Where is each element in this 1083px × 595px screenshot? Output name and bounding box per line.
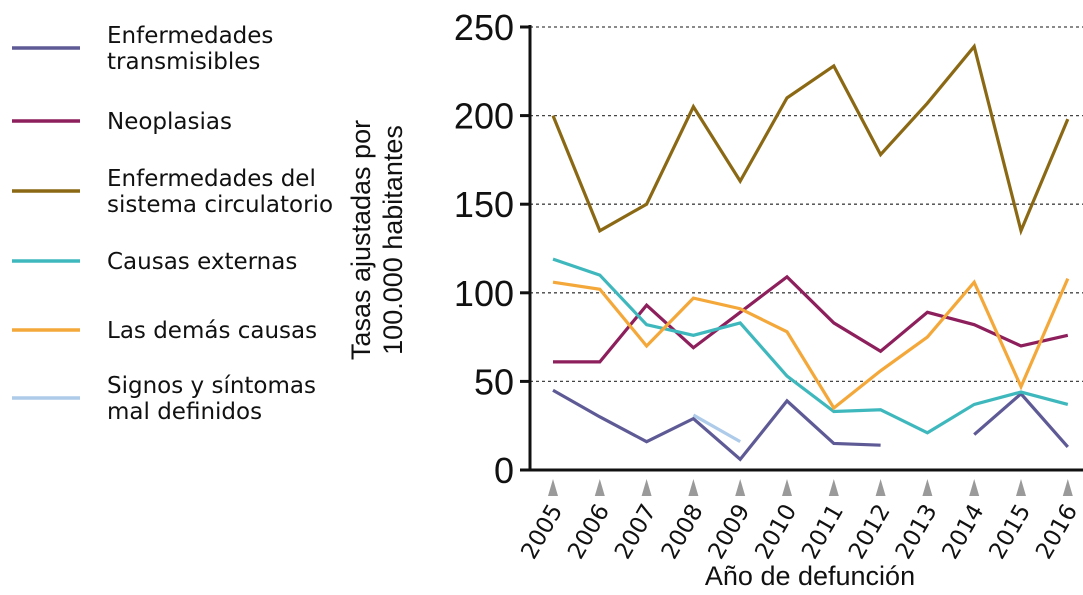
y-tick-label-200: 200 — [454, 96, 514, 137]
y-axis-title-line1: Tasas ajustadas por — [346, 120, 376, 360]
x-tick-label-2011: 2011 — [797, 500, 849, 564]
y-tick-label-250: 250 — [454, 7, 514, 48]
y-axis-ticks: 0 50 100 150 200 250 — [454, 7, 530, 491]
x-tick-marker-2005 — [548, 479, 558, 496]
x-tick-marker-2016 — [1062, 479, 1073, 496]
legend-label-5-0: Signos y síntomas — [107, 373, 316, 399]
x-tick-label-2006: 2006 — [563, 500, 615, 564]
legend-item-3: Causas externas — [12, 249, 297, 275]
y-tick-label-100: 100 — [454, 273, 514, 314]
x-tick-marker-2015 — [1016, 479, 1026, 496]
x-tick-label-2005: 2005 — [516, 500, 568, 564]
series-line-0 — [552, 388, 881, 462]
y-tick-label-0: 0 — [494, 450, 514, 491]
legend-item-4: Las demás causas — [12, 318, 317, 344]
x-tick-marker-2008 — [688, 479, 699, 496]
series-3 — [552, 257, 1069, 435]
x-tick-label-2014: 2014 — [938, 500, 990, 564]
x-tick-marker-2010 — [782, 479, 792, 496]
y-tick-label-150: 150 — [454, 184, 514, 225]
x-tick-label-2008: 2008 — [657, 500, 709, 564]
series-4 — [552, 277, 1070, 411]
legend-label-3-0: Causas externas — [107, 249, 297, 275]
legend-label-2-0: Enfermedades del — [107, 166, 316, 192]
x-tick-marker-2007 — [641, 479, 652, 496]
series-line-3 — [552, 257, 1069, 435]
x-tick-label-2013: 2013 — [891, 500, 943, 564]
x-tick-label-2016: 2016 — [1031, 500, 1083, 564]
x-tick-marker-2014 — [969, 479, 980, 496]
x-tick-label-2010: 2010 — [750, 500, 802, 564]
x-tick-label-2012: 2012 — [844, 500, 896, 564]
series-2 — [551, 43, 1070, 236]
legend-label-0-0: Enfermedades — [107, 23, 273, 49]
y-tick-label-50: 50 — [474, 361, 514, 402]
legend-label-2-1: sistema circulatorio — [107, 192, 333, 218]
x-tick-marker-2009 — [735, 479, 746, 496]
series-lines — [551, 43, 1070, 462]
legend-label-0-1: transmisibles — [107, 49, 260, 75]
x-tick-label-2009: 2009 — [704, 500, 756, 564]
x-axis-title: Año de defunción — [705, 561, 915, 591]
series-line-2 — [551, 43, 1070, 236]
x-tick-marker-2012 — [875, 479, 886, 496]
gridlines — [530, 26, 1083, 383]
series-5 — [692, 413, 741, 444]
y-axis-title-line2: 100.000 habitantes — [378, 125, 408, 355]
series-line-4 — [552, 277, 1070, 411]
legend-item-1: Neoplasias — [12, 109, 232, 135]
axes — [528, 25, 1083, 472]
x-tick-marker-2011 — [828, 479, 839, 496]
x-tick-marker-2013 — [922, 479, 933, 496]
legend-label-1-0: Neoplasias — [107, 109, 232, 135]
legend-label-4-0: Las demás causas — [107, 318, 317, 344]
series-0 — [552, 388, 1070, 462]
x-tick-label-2007: 2007 — [610, 500, 662, 564]
x-tick-marker-2006 — [594, 479, 605, 496]
legend-label-5-1: mal definidos — [107, 399, 262, 425]
series-line-0 — [973, 391, 1070, 449]
series-line-5 — [692, 413, 741, 444]
x-tick-label-2015: 2015 — [984, 500, 1036, 564]
x-axis-ticks: 2005200620072008200920102011201220132014… — [516, 479, 1083, 564]
